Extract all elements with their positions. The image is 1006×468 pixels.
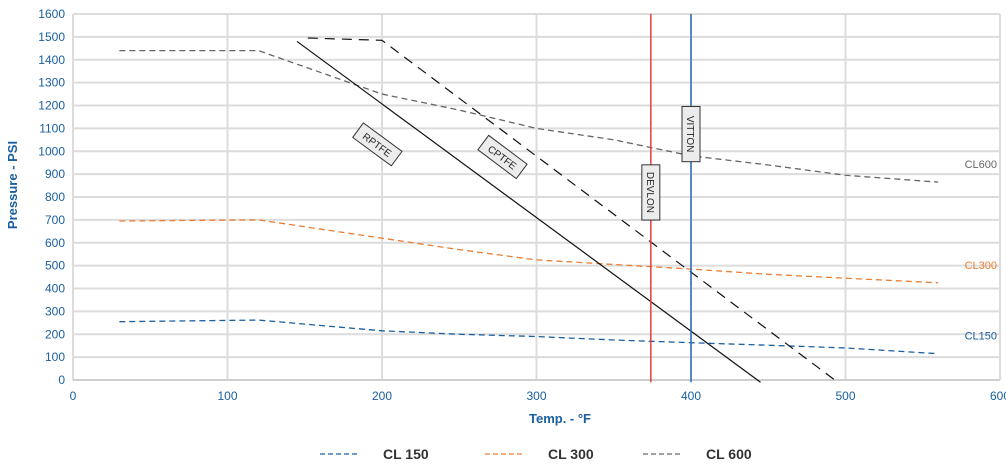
y-tick-label: 200 <box>45 327 65 341</box>
label-text: VITTON <box>684 116 695 152</box>
label-box <box>477 134 528 180</box>
cptfe-label: CPTFE <box>477 134 528 180</box>
series-cl-600-line <box>119 49 939 183</box>
y-tick-label: 500 <box>45 259 65 273</box>
axes <box>72 14 1000 381</box>
y-axis-title: Pressure - PSI <box>5 141 20 229</box>
label-box <box>351 122 403 167</box>
x-tick-label: 300 <box>526 389 546 403</box>
series-end-label: CL600 <box>965 159 997 171</box>
y-tick-label: 300 <box>45 304 65 318</box>
label-box <box>681 105 701 163</box>
x-axis-title: Temp. - °F <box>529 411 591 426</box>
x-tick-label: 0 <box>70 389 77 403</box>
cptfe-limit-line <box>307 37 839 383</box>
y-tick-label: 0 <box>58 373 65 387</box>
y-tick-label: 1500 <box>38 30 65 44</box>
y-tick-label: 1600 <box>38 7 65 21</box>
y-tick-label: 100 <box>45 350 65 364</box>
x-tick-labels: 0 100 200 300 400 500 600 <box>70 389 1006 403</box>
label-box <box>641 164 661 221</box>
series-cl-300-line <box>119 219 939 284</box>
vitton-label: VITTON <box>681 105 701 163</box>
y-tick-label: 700 <box>45 213 65 227</box>
series-end-label: CL150 <box>965 331 997 343</box>
y-tick-label: 1200 <box>38 99 65 113</box>
grid <box>73 13 1001 380</box>
legend-label: CL 300 <box>548 446 594 462</box>
legend-label: CL 600 <box>706 446 752 462</box>
material-limit-lines <box>296 14 839 383</box>
y-tick-label: 400 <box>45 282 65 296</box>
x-tick-label: 100 <box>217 389 237 403</box>
legend-label: CL 150 <box>383 446 429 462</box>
y-tick-label: 600 <box>45 236 65 250</box>
x-tick-label: 400 <box>681 389 701 403</box>
series-end-label: CL300 <box>965 260 997 272</box>
y-tick-label: 900 <box>45 167 65 181</box>
series-lines <box>119 49 939 355</box>
y-tick-label: 1400 <box>38 53 65 67</box>
devlon-label: DEVLON <box>641 164 661 221</box>
rptfe-limit-line <box>296 40 761 383</box>
x-tick-label: 500 <box>835 389 855 403</box>
x-tick-label: 600 <box>990 389 1006 403</box>
y-tick-label: 1000 <box>38 144 65 158</box>
y-tick-label: 1300 <box>38 76 65 90</box>
y-tick-labels: 0 100 200 300 400 500 600 700 800 900 1000 1100 1200… <box>38 7 65 387</box>
y-tick-label: 1100 <box>39 121 65 135</box>
series-cl-150-line <box>119 319 939 355</box>
label-text: DEVLON <box>644 172 655 213</box>
y-tick-label: 800 <box>45 190 65 204</box>
x-tick-label: 200 <box>372 389 392 403</box>
legend: CL 150 CL 300 CL 600 <box>320 446 752 462</box>
